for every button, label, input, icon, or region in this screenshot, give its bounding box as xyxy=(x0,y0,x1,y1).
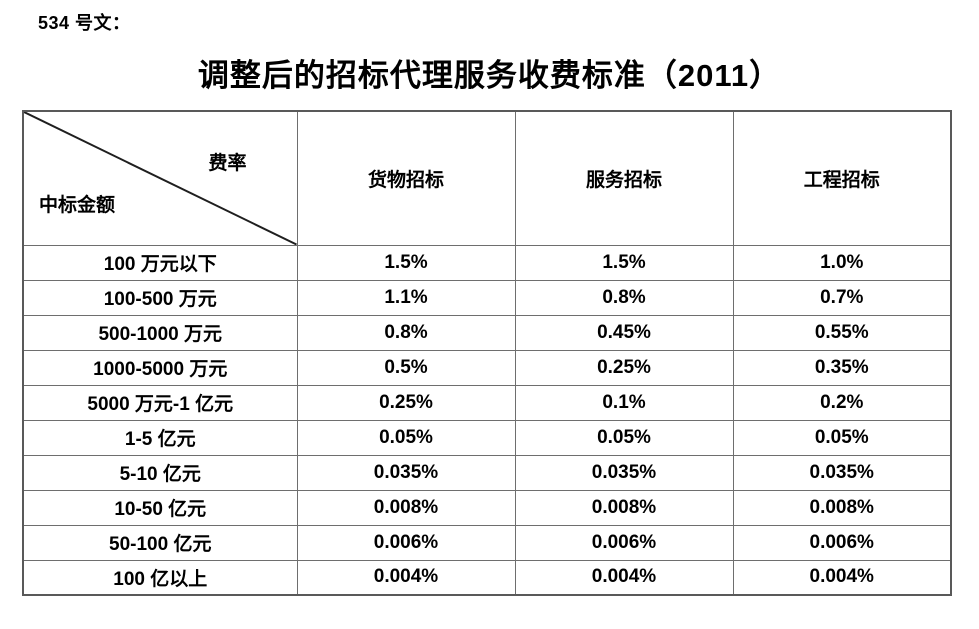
table-row: 1-5 亿元 0.05% 0.05% 0.05% xyxy=(22,419,952,456)
amount-cell: 500-1000 万元 xyxy=(22,314,298,351)
amount-cell: 100 亿以上 xyxy=(22,559,298,596)
amount-cell: 50-100 亿元 xyxy=(22,524,298,561)
corner-rate-label: 费率 xyxy=(208,153,247,174)
rate-cell: 0.006% xyxy=(296,524,516,561)
rate-cell: 1.0% xyxy=(732,244,952,281)
rate-cell: 0.035% xyxy=(296,454,516,491)
table-row: 100-500 万元 1.1% 0.8% 0.7% xyxy=(22,279,952,316)
rate-cell: 0.5% xyxy=(296,349,516,386)
rate-cell: 0.7% xyxy=(732,279,952,316)
column-header-engineering: 工程招标 xyxy=(732,110,952,246)
rate-cell: 0.035% xyxy=(732,454,952,491)
column-header-services: 服务招标 xyxy=(514,110,734,246)
rate-cell: 0.05% xyxy=(514,419,734,456)
rate-cell: 1.5% xyxy=(514,244,734,281)
rate-cell: 0.004% xyxy=(296,559,516,596)
rate-cell: 0.05% xyxy=(732,419,952,456)
rate-cell: 0.55% xyxy=(732,314,952,351)
rate-cell: 0.8% xyxy=(514,279,734,316)
rate-cell: 0.25% xyxy=(514,349,734,386)
rate-cell: 0.8% xyxy=(296,314,516,351)
rate-cell: 0.008% xyxy=(732,489,952,526)
rate-cell: 0.008% xyxy=(514,489,734,526)
header-corner-cell: 费率 中标金额 xyxy=(22,110,298,246)
amount-cell: 10-50 亿元 xyxy=(22,489,298,526)
amount-cell: 1-5 亿元 xyxy=(22,419,298,456)
rate-cell: 0.25% xyxy=(296,384,516,421)
amount-cell: 100-500 万元 xyxy=(22,279,298,316)
table-row: 100 亿以上 0.004% 0.004% 0.004% xyxy=(22,559,952,596)
table-row: 500-1000 万元 0.8% 0.45% 0.55% xyxy=(22,314,952,351)
diagonal-divider-line xyxy=(24,112,297,245)
amount-cell: 1000-5000 万元 xyxy=(22,349,298,386)
rate-cell: 0.35% xyxy=(732,349,952,386)
rate-cell: 0.2% xyxy=(732,384,952,421)
rate-cell: 1.5% xyxy=(296,244,516,281)
rate-cell: 0.1% xyxy=(514,384,734,421)
amount-cell: 5000 万元-1 亿元 xyxy=(22,384,298,421)
rate-cell: 0.008% xyxy=(296,489,516,526)
table-row: 50-100 亿元 0.006% 0.006% 0.006% xyxy=(22,524,952,561)
header-row: 费率 中标金额 货物招标 服务招标 工程招标 xyxy=(22,110,952,246)
amount-cell: 5-10 亿元 xyxy=(22,454,298,491)
rate-cell: 0.006% xyxy=(732,524,952,561)
rate-cell: 0.004% xyxy=(732,559,952,596)
rate-cell: 0.05% xyxy=(296,419,516,456)
rate-cell: 0.45% xyxy=(514,314,734,351)
table-row: 5000 万元-1 亿元 0.25% 0.1% 0.2% xyxy=(22,384,952,421)
rate-cell: 1.1% xyxy=(296,279,516,316)
table-row: 100 万元以下 1.5% 1.5% 1.0% xyxy=(22,244,952,281)
doc-number: 534 号文： xyxy=(38,13,131,33)
corner-amount-label: 中标金额 xyxy=(39,194,116,216)
table-row: 10-50 亿元 0.008% 0.008% 0.008% xyxy=(22,489,952,526)
table-row: 1000-5000 万元 0.5% 0.25% 0.35% xyxy=(22,349,952,386)
column-header-goods: 货物招标 xyxy=(296,110,516,246)
amount-cell: 100 万元以下 xyxy=(22,244,298,281)
rate-cell: 0.006% xyxy=(514,524,734,561)
table-row: 5-10 亿元 0.035% 0.035% 0.035% xyxy=(22,454,952,491)
rate-cell: 0.035% xyxy=(514,454,734,491)
rate-cell: 0.004% xyxy=(514,559,734,596)
fee-table: 费率 中标金额 货物招标 服务招标 工程招标 100 万元以下 1.5% 1.5… xyxy=(22,110,952,596)
page-title: 调整后的招标代理服务收费标准（2011） xyxy=(197,58,782,93)
